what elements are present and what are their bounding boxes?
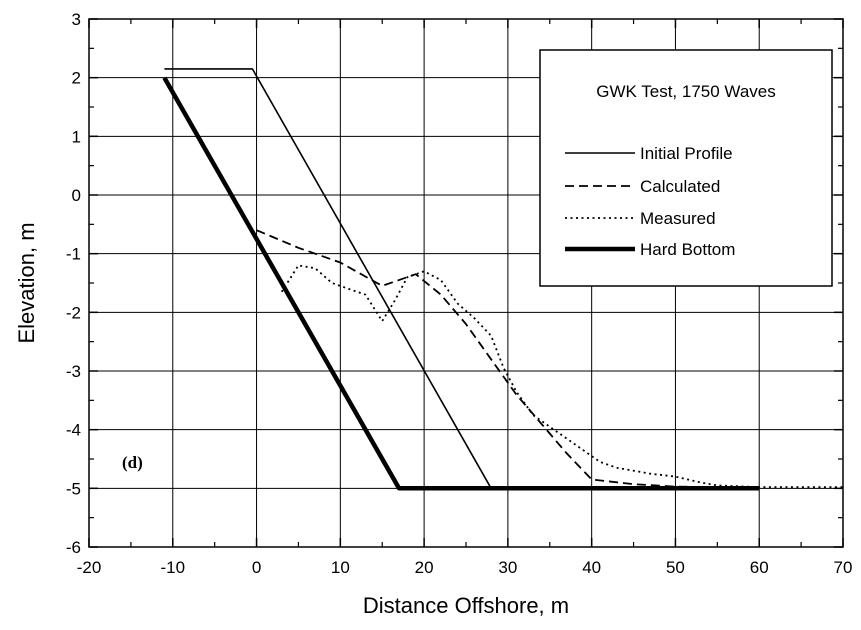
plot-frame [88,18,844,548]
y-tick-label: -1 [66,245,81,264]
x-tick-label: 50 [666,558,685,577]
legend-box [539,49,833,287]
x-tick-label: 60 [750,558,769,577]
panel-label: (d) [122,453,143,472]
y-tick-label: -4 [66,421,81,440]
legend-title: GWK Test, 1750 Waves [596,82,776,101]
x-tick-label: 70 [834,558,853,577]
y-tick-label: -3 [66,362,81,381]
y-tick-label: 1 [72,127,81,146]
x-tick-label: 40 [582,558,601,577]
x-tick-label: 10 [331,558,350,577]
x-tick-label: 0 [252,558,261,577]
y-tick-label: -6 [66,538,81,557]
x-tick-label: 20 [415,558,434,577]
x-axis-title: Distance Offshore, m [363,593,569,618]
legend-label-initial-profile: Initial Profile [640,144,733,163]
series-line-calculated [256,229,760,490]
legend: GWK Test, 1750 Waves Initial Profile Cal… [539,49,833,287]
y-tick-label: -2 [66,303,81,322]
y-tick-label: 3 [72,10,81,29]
y-tick-label: 0 [72,186,81,205]
legend-label-calculated: Calculated [640,177,720,196]
x-tick-label: -10 [160,558,185,577]
y-tick-label: 2 [72,69,81,88]
y-tick-label: -5 [66,479,81,498]
legend-label-hard-bottom: Hard Bottom [640,240,735,259]
legend-label-measured: Measured [640,209,716,228]
series-layer [162,68,843,491]
x-tick-label: 30 [498,558,517,577]
series-line-hard-bottom [162,76,760,491]
x-tick-label: -20 [77,558,102,577]
y-axis-title: Elevation, m [14,222,39,343]
series-line-measured [280,264,843,489]
